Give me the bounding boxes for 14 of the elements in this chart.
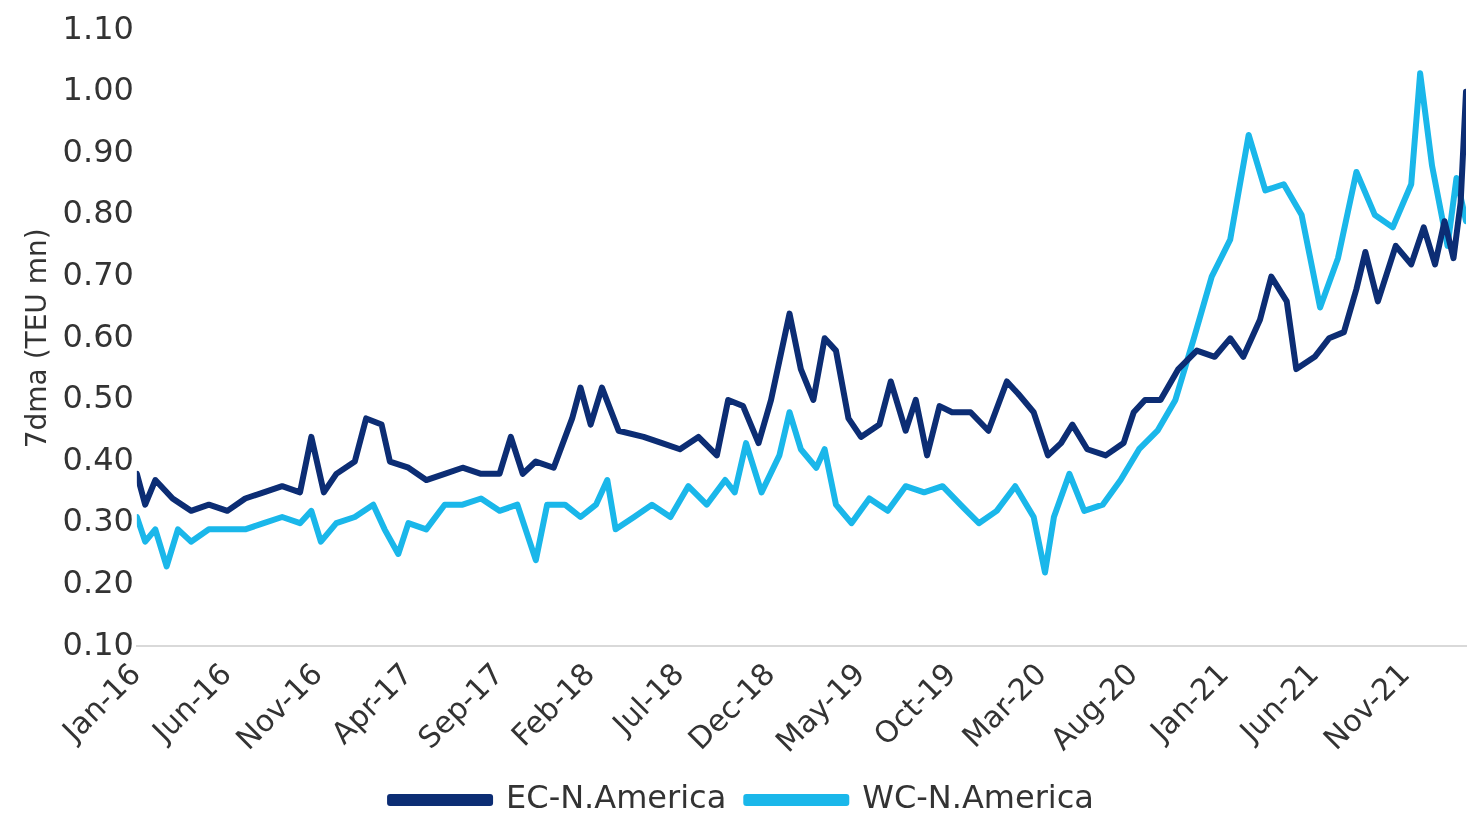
y-tick-label: 0.50 xyxy=(62,378,134,417)
y-tick-label: 0.40 xyxy=(62,439,134,478)
y-tick-label: 0.70 xyxy=(62,255,134,293)
legend-label: WC-N.America xyxy=(862,778,1094,817)
y-tick-label: 0.20 xyxy=(62,563,134,602)
y-tick-label: 0.90 xyxy=(62,131,134,170)
y-tick-label: 1.00 xyxy=(62,70,134,109)
legend-label: EC-N.America xyxy=(506,778,727,817)
y-axis-title: 7dma (TEU mn) xyxy=(20,228,54,449)
y-tick-label: 0.30 xyxy=(62,501,134,540)
y-tick-label: 0.10 xyxy=(62,624,134,663)
y-tick-label: 1.10 xyxy=(62,8,134,47)
y-tick-label: 0.80 xyxy=(62,193,134,232)
y-tick-label: 0.60 xyxy=(62,316,134,355)
